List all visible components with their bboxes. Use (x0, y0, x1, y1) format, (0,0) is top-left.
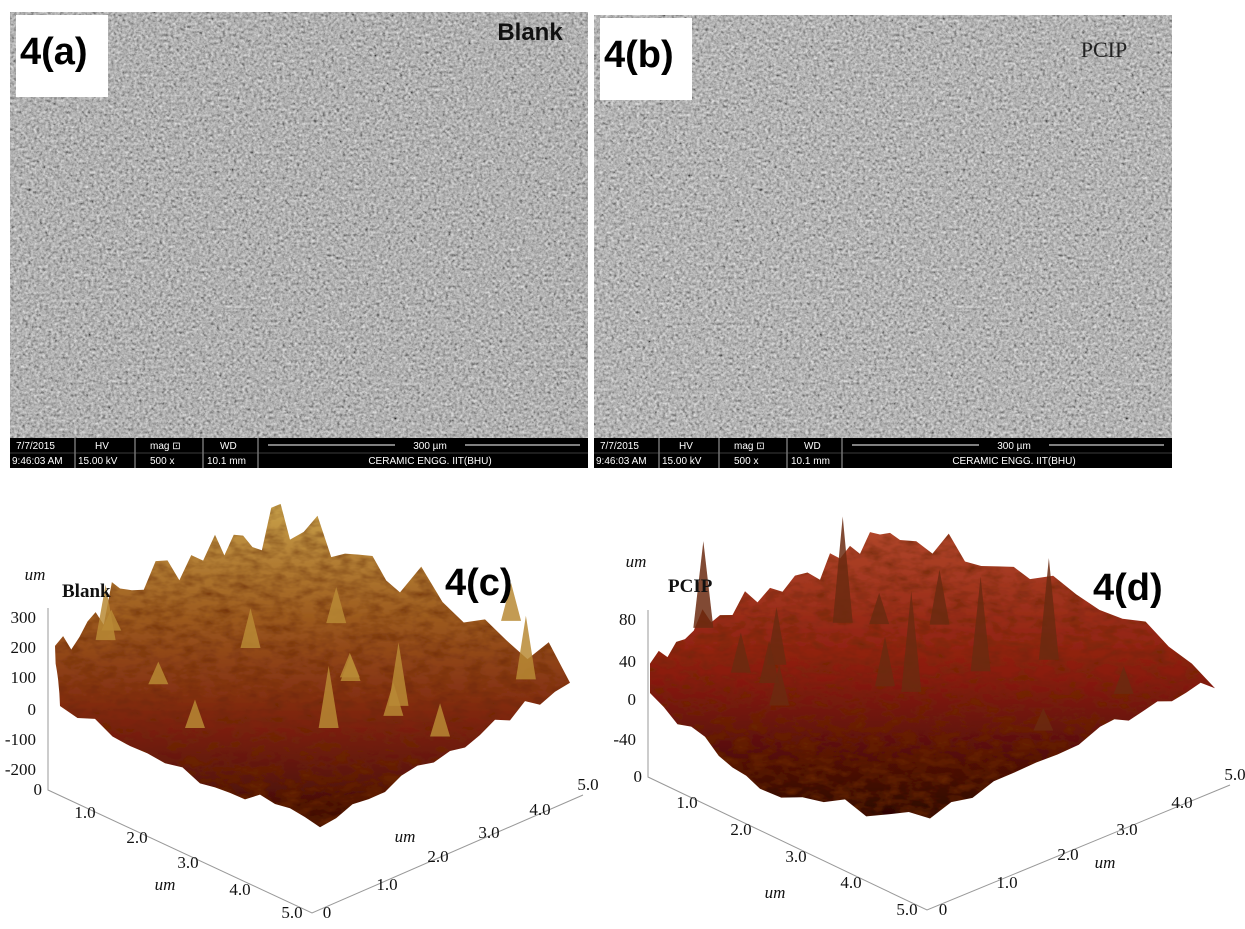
info-hv-label: HV (95, 441, 109, 452)
x-tick-label: 4.0 (229, 880, 250, 899)
sem-panel: 4(b) PCIP 7/7/2015 HV mag ⊡ WD 300 µm 9:46:03 A… (594, 15, 1172, 468)
scale-label: 300 µm (997, 441, 1031, 452)
y-tick-label: 4.0 (1171, 793, 1192, 812)
y-origin: 0 (939, 900, 948, 919)
y-tick-label: 4.0 (529, 800, 550, 819)
panel-label: 4(d) (1093, 567, 1163, 609)
y-tick-label: 5.0 (577, 775, 598, 794)
z-tick-label: 0 (628, 690, 637, 709)
sem-panel: 4(a) Blank 7/7/2015 HV mag ⊡ WD 300 µm 9:46:03 … (10, 12, 588, 468)
info-mag: 500 x (150, 456, 174, 467)
sample-tag: Blank (497, 19, 563, 46)
x-tick-label: 2.0 (126, 828, 147, 847)
info-mag-label: mag ⊡ (150, 441, 181, 452)
sample-tag: PCIP (668, 576, 713, 597)
x-unit: um (155, 875, 176, 894)
y-unit: um (395, 827, 416, 846)
y-tick-label: 3.0 (1116, 820, 1137, 839)
scale-label: 300 µm (413, 441, 447, 452)
y-tick-label: 2.0 (1057, 845, 1078, 864)
panel-label: 4(b) (604, 34, 674, 76)
info-time: 9:46:03 AM (596, 456, 647, 467)
z-origin: 0 (34, 780, 43, 799)
info-hv-label: HV (679, 441, 693, 452)
y-tick-label: 3.0 (478, 823, 499, 842)
x-tick-label: 5.0 (281, 903, 302, 922)
info-lab: CERAMIC ENGG. IIT(BHU) (952, 456, 1075, 467)
sample-tag: PCIP (1081, 37, 1127, 62)
z-tick-label: -100 (5, 730, 36, 749)
z-tick-label: 80 (619, 610, 636, 629)
info-lab: CERAMIC ENGG. IIT(BHU) (368, 456, 491, 467)
info-wd: 10.1 mm (791, 456, 830, 467)
z-tick-label: 200 (11, 638, 37, 657)
y-origin: 0 (323, 903, 332, 922)
info-time: 9:46:03 AM (12, 456, 63, 467)
afm-panel: um3002001000-100-20001.02.03.04.05.0um01… (5, 504, 599, 922)
x-tick-label: 4.0 (840, 873, 861, 892)
x-tick-label: 2.0 (730, 820, 751, 839)
x-tick-label: 1.0 (74, 803, 95, 822)
afm-peak (516, 616, 536, 680)
y-tick-label: 5.0 (1224, 765, 1245, 784)
x-unit: um (765, 883, 786, 902)
info-date: 7/7/2015 (16, 441, 55, 452)
z-tick-label: 100 (11, 668, 37, 687)
info-date: 7/7/2015 (600, 441, 639, 452)
afm-surface (55, 504, 570, 827)
z-tick-label: 40 (619, 652, 636, 671)
y-tick-label: 2.0 (427, 847, 448, 866)
info-wd: 10.1 mm (207, 456, 246, 467)
z-unit: um (25, 565, 46, 584)
x-tick-label: 3.0 (785, 847, 806, 866)
info-mag: 500 x (734, 456, 758, 467)
info-hv: 15.00 kV (662, 456, 702, 467)
sample-tag: Blank (62, 581, 111, 602)
afm-panel: um 80 40 0 -40 0 1.0 2.0 3.0 4.0 5.0 um 0 1.0 2.0 3.0 4.… (613, 516, 1245, 919)
x-tick-label: 1.0 (676, 793, 697, 812)
y-unit: um (1095, 853, 1116, 872)
z-origin: 0 (634, 767, 643, 786)
z-tick-label: -200 (5, 760, 36, 779)
info-mag-label: mag ⊡ (734, 441, 765, 452)
info-wd-label: WD (804, 441, 821, 452)
z-tick-label: 300 (11, 608, 37, 627)
y-tick-label: 1.0 (376, 875, 397, 894)
y-tick-label: 1.0 (996, 873, 1017, 892)
panel-label: 4(a) (20, 31, 88, 73)
z-tick-label: 0 (28, 700, 37, 719)
info-hv: 15.00 kV (78, 456, 118, 467)
panel-label: 4(c) (445, 562, 513, 604)
info-wd-label: WD (220, 441, 237, 452)
x-tick-label: 5.0 (896, 900, 917, 919)
z-unit: um (626, 552, 647, 571)
figure: 4(a) Blank 7/7/2015 HV mag ⊡ WD 300 µm 9:46:03 … (0, 0, 1245, 929)
x-tick-label: 3.0 (177, 853, 198, 872)
z-tick-label: -40 (613, 730, 636, 749)
